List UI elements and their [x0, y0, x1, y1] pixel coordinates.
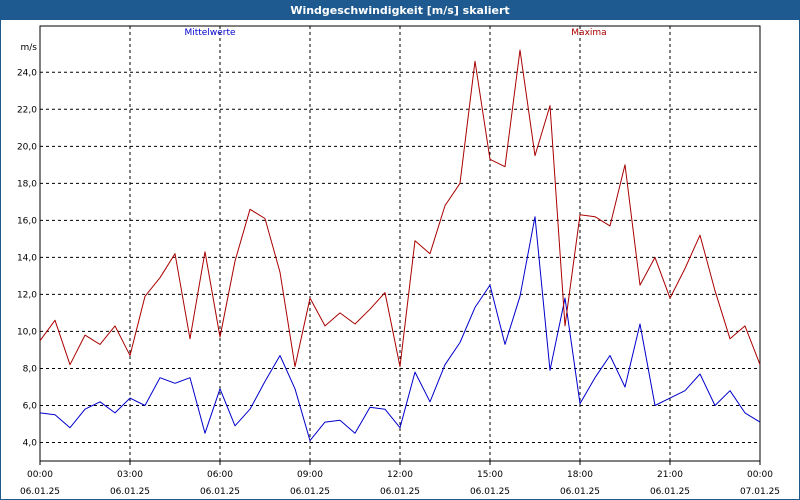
x-tick-time: 03:00 [117, 470, 143, 480]
x-tick-date: 06.01.25 [200, 487, 240, 497]
x-tick-time: 09:00 [297, 470, 323, 480]
y-tick-label: 12,0 [17, 290, 37, 300]
x-tick-date: 06.01.25 [560, 487, 600, 497]
window-title: Windgeschwindigkeit [m/s] skaliert [1, 1, 799, 20]
x-tick-date: 06.01.25 [20, 487, 60, 497]
x-tick-date: 06.01.25 [110, 487, 150, 497]
x-tick-time: 00:00 [27, 470, 53, 480]
y-tick-label: 6,0 [23, 401, 38, 411]
legend-mittelwerte: Mittelwerte [184, 28, 235, 38]
x-tick-date: 06.01.25 [470, 487, 510, 497]
y-tick-label: 20,0 [17, 142, 37, 152]
x-tick-time: 18:00 [567, 470, 593, 480]
y-tick-label: 10,0 [17, 327, 37, 337]
y-tick-label: 24,0 [17, 68, 37, 78]
data-series [39, 49, 761, 442]
y-axis-label: m/s [21, 43, 38, 53]
x-tick-time: 06:00 [207, 470, 233, 480]
grid-lines [40, 26, 760, 461]
legend-maxima: Maxima [571, 28, 606, 38]
y-tick-label: 16,0 [17, 216, 37, 226]
x-tick-time: 00:00 [747, 470, 773, 480]
x-tick-date: 06.01.25 [290, 487, 330, 497]
y-tick-label: 18,0 [17, 179, 37, 189]
x-tick-date: 07.01.25 [740, 487, 780, 497]
x-tick-time: 15:00 [477, 470, 503, 480]
y-tick-label: 14,0 [17, 253, 37, 263]
series-line-mittelwerte [39, 216, 761, 442]
x-tick-time: 12:00 [387, 470, 413, 480]
y-tick-label: 8,0 [23, 364, 38, 374]
axes: 4,0 6,0 8,0 10,0 12,0 14,0 16,0 18,0 20,0 22,0 24,… [17, 68, 780, 497]
x-tick-date: 06.01.25 [380, 487, 420, 497]
y-tick-label: 22,0 [17, 105, 37, 115]
series-line-maxima [39, 49, 761, 368]
y-tick-label: 4,0 [23, 438, 38, 448]
x-tick-date: 06.01.25 [650, 487, 690, 497]
x-tick-time: 21:00 [657, 470, 683, 480]
